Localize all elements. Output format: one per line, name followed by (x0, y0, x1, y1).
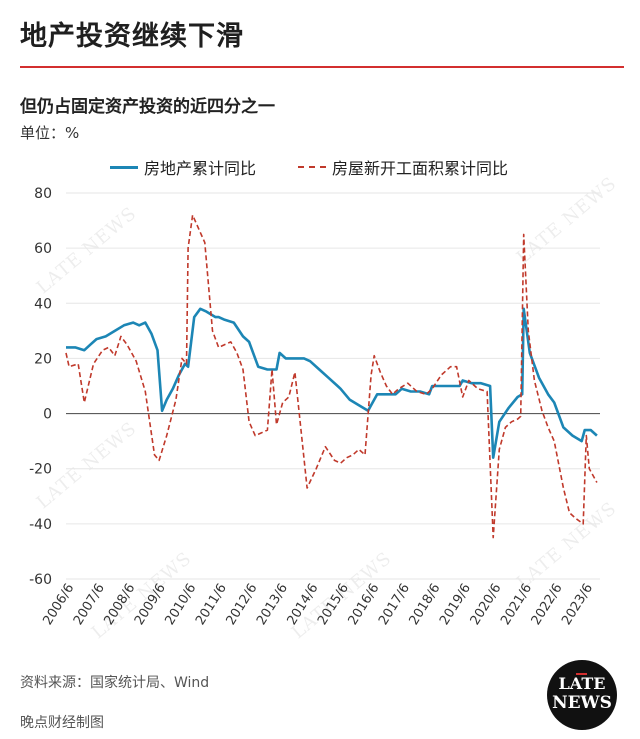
source-note: 资料来源：国家统计局、Wind (20, 675, 210, 691)
logo-accent-bar (576, 673, 587, 675)
chart-subtitle: 但仍占固定资产投资的近四分之一 (20, 97, 275, 117)
y-tick-label: -40 (29, 517, 52, 533)
legend-label-series2: 房屋新开工面积累计同比 (332, 159, 509, 178)
series-line-new-construction (65, 214, 598, 539)
y-tick-label: 60 (34, 241, 52, 257)
legend-swatch-dashed (298, 166, 327, 168)
y-tick-label: 40 (34, 296, 52, 312)
series-line-real-estate-investment (66, 307, 598, 459)
y-tick-label: 20 (34, 351, 52, 367)
line-chart: 806040200-20-40-602006/62007/62008/62009… (29, 186, 600, 628)
legend-item-series2: 房屋新开工面积累计同比 (298, 155, 508, 179)
x-tick-label: 2023/6 (559, 581, 596, 628)
y-tick-label: -20 (29, 462, 52, 478)
chart-legend: 房地产累计同比 房屋新开工面积累计同比 (110, 152, 550, 182)
legend-label-series1: 房地产累计同比 (144, 159, 257, 178)
title-divider (20, 66, 624, 68)
logo-text-line2: NEWS (552, 693, 612, 713)
footer-credit: 晚点财经制图 (20, 715, 104, 731)
page-title: 地产投资继续下滑 (20, 21, 244, 52)
late-news-logo: LATE NEWS (547, 660, 617, 730)
y-tick-label: 80 (34, 186, 52, 202)
legend-item-series1: 房地产累计同比 (110, 155, 256, 179)
logo-text-line1: LATE (558, 674, 606, 693)
unit-label: 单位：% (20, 124, 80, 142)
y-tick-label: -60 (29, 572, 52, 588)
legend-swatch-solid (110, 165, 138, 169)
y-tick-label: 0 (43, 407, 52, 423)
